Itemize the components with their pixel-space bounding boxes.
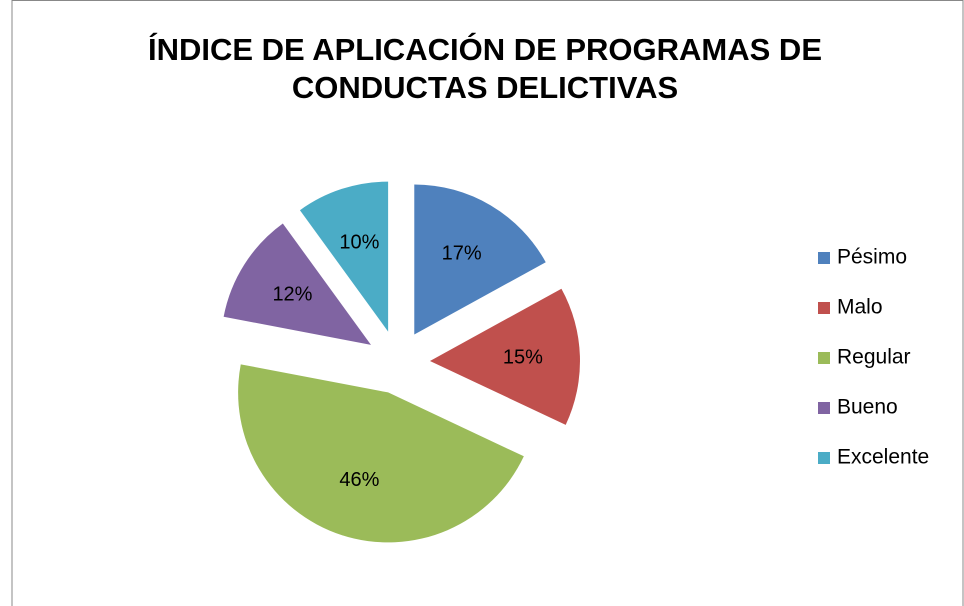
legend-swatch	[818, 352, 830, 364]
pie-slice	[299, 181, 389, 332]
data-label: 15%	[503, 346, 543, 368]
pie-slice	[238, 364, 524, 543]
legend-label: Excelente	[837, 446, 929, 469]
chart-title: CONDUCTAS DELICTIVAS	[292, 70, 678, 105]
legend-label: Malo	[837, 296, 883, 319]
pie-slice	[429, 288, 580, 425]
data-label: 12%	[272, 283, 312, 305]
data-label: 46%	[339, 469, 379, 491]
legend-swatch	[818, 252, 830, 264]
data-label: 10%	[339, 231, 379, 253]
chart-frame	[11, 0, 964, 606]
pie-slice	[414, 184, 546, 335]
legend-swatch	[818, 302, 830, 314]
legend-label: Regular	[837, 346, 911, 369]
legend-label: Pésimo	[837, 246, 907, 269]
legend-swatch	[818, 402, 830, 414]
pie-slice	[223, 223, 371, 345]
legend-swatch	[818, 452, 830, 464]
legend-label: Bueno	[837, 396, 898, 419]
data-label: 17%	[442, 243, 482, 265]
chart-title: ÍNDICE DE APLICACIÓN DE PROGRAMAS DE	[148, 31, 822, 67]
